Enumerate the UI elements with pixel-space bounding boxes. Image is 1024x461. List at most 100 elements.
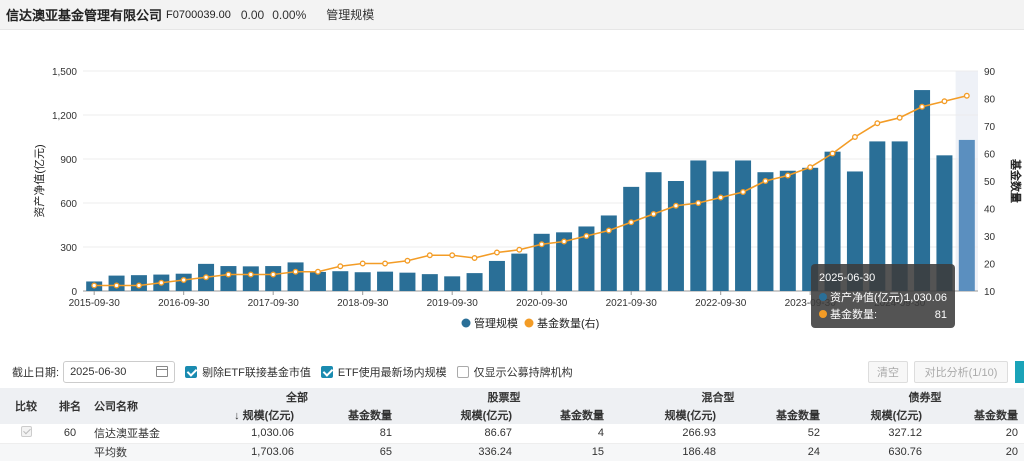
stock-scale-cell: 336.24 [398,443,518,461]
bar [332,271,349,291]
bar [757,172,774,291]
scale-chart[interactable]: 0 300 600 900 1,200 1,500 10 20 30 40 50 60 70 80 90 20… [0,30,1024,358]
compare-analysis-button[interactable]: 对比分析(1/10) [914,361,1008,383]
rank-cell: 60 [52,424,88,444]
line-point [628,219,635,226]
clear-button[interactable]: 清空 [868,361,908,383]
stock-count-cell: 15 [518,443,610,461]
checkbox-checked-icon[interactable] [185,366,198,378]
compare-checkbox-icon[interactable] [20,426,32,438]
line-point [337,263,344,270]
col-rank[interactable]: 排名 [59,401,81,413]
y-right-tick-label: 20 [984,260,996,271]
bar [667,181,684,291]
col-stock-count[interactable]: 基金数量 [560,410,604,422]
col-stock-scale[interactable]: 规模(亿元) [460,410,512,422]
y-left-axis-title: 资产净值(亿元) [32,144,46,217]
date-picker[interactable]: 2025-06-30 [63,361,176,383]
y-left-tick-label: 1,200 [52,111,77,122]
legend-label: 管理规模 [474,316,518,330]
x-tick-label: 2023-09-30 [785,298,837,309]
bar [444,276,461,291]
line-point [382,260,389,267]
line-point [583,233,590,239]
checkbox-checked-icon[interactable] [320,366,333,378]
bar [645,172,662,291]
bar [712,171,729,291]
tooltip-label: 资产净值(亿元): [830,290,906,304]
bar [511,253,528,291]
line-point [516,246,523,253]
line-point [896,114,903,121]
line-point [270,271,277,278]
line-point [561,238,568,245]
line-point [91,282,98,289]
line-point [359,260,366,267]
tooltip-value: 1,030.06 [904,292,947,304]
line-point [493,249,500,256]
chart-tooltip [811,264,955,328]
mixed-count-cell: 24 [722,443,826,461]
col-all-count[interactable]: 基金数量 [348,410,392,422]
col-mixed-count[interactable]: 基金数量 [776,410,820,422]
legend-marker-bar [461,318,471,328]
legend-marker-line [524,318,534,328]
bar [779,170,796,291]
licensed-only-label: 仅显示公募持牌机构 [473,367,573,379]
col-mixed-scale[interactable]: 规模(亿元) [664,410,716,422]
line-point [919,103,926,110]
checkbox-unchecked-icon[interactable] [456,366,469,378]
exclude-etf-link-checkbox[interactable]: 剔除ETF联接基金市值 [185,364,311,380]
y-right-tick-label: 50 [984,177,996,188]
action-button-edge[interactable] [1015,361,1024,383]
mixed-scale-cell: 186.48 [610,443,722,461]
x-tick-label: 2022-09-30 [695,298,747,309]
bar [735,160,752,291]
date-value: 2025-06-30 [70,366,127,378]
table-row-average: 平均数 1,703.06 65 336.24 15 186.48 24 630.… [0,443,1024,461]
company-table: 比较 排名 公司名称 全部 股票型 混合型 债券型 ↓ 规模(亿元) 基金数量 … [0,388,1024,461]
metric-label: 管理规模 [326,8,375,22]
etf-latest-scale-checkbox[interactable]: ETF使用最新场内规模 [320,364,447,380]
all-count-cell: 81 [300,424,398,444]
bar [287,262,304,291]
y-right-axis-title: 基金数量 [1009,158,1023,203]
compare-cell[interactable] [0,424,52,444]
calendar-icon[interactable] [156,366,169,377]
bar [623,186,640,291]
line-point [874,120,881,127]
x-tick-label: 2018-09-30 [337,298,389,309]
line-point [650,211,657,217]
line-point [426,252,433,259]
col-bond-count[interactable]: 基金数量 [974,410,1018,422]
col-bond-scale[interactable]: 规模(亿元) [870,410,922,422]
group-bond: 债券型 [908,392,942,404]
bar [466,273,483,291]
y-right-tick-label: 30 [984,232,996,243]
table-row[interactable]: 60 信达澳亚基金 1,030.06 81 86.67 4 266.93 52 … [0,424,1024,444]
line-point [605,227,612,234]
x-tick-label: 2019-09-30 [427,298,479,309]
bar [958,139,975,291]
bar [936,155,953,291]
licensed-only-checkbox[interactable]: 仅显示公募持牌机构 [456,364,573,380]
bar [377,271,394,291]
bar [824,151,841,291]
y-left-tick-label: 600 [60,199,77,210]
line-point [449,252,456,259]
col-compare: 比较 [15,401,37,413]
line-point [113,282,120,289]
bar [891,141,908,291]
col-all-scale[interactable]: ↓ 规模(亿元) [234,410,294,422]
y-left-tick-label: 0 [71,287,77,298]
bar [556,232,573,291]
bond-scale-cell: 630.76 [826,443,928,461]
bar [846,171,863,291]
tooltip-label: 基金数量: [830,307,877,321]
group-stock: 股票型 [487,392,521,404]
filter-bar: 截止日期: 2025-06-30 剔除ETF联接基金市值 ETF使用最新场内规模… [0,359,1024,385]
col-company: 公司名称 [94,401,138,413]
bar [220,266,237,291]
company-name-cell[interactable]: 信达澳亚基金 [88,424,200,444]
x-tick-label: 2015-09-30 [69,298,121,309]
